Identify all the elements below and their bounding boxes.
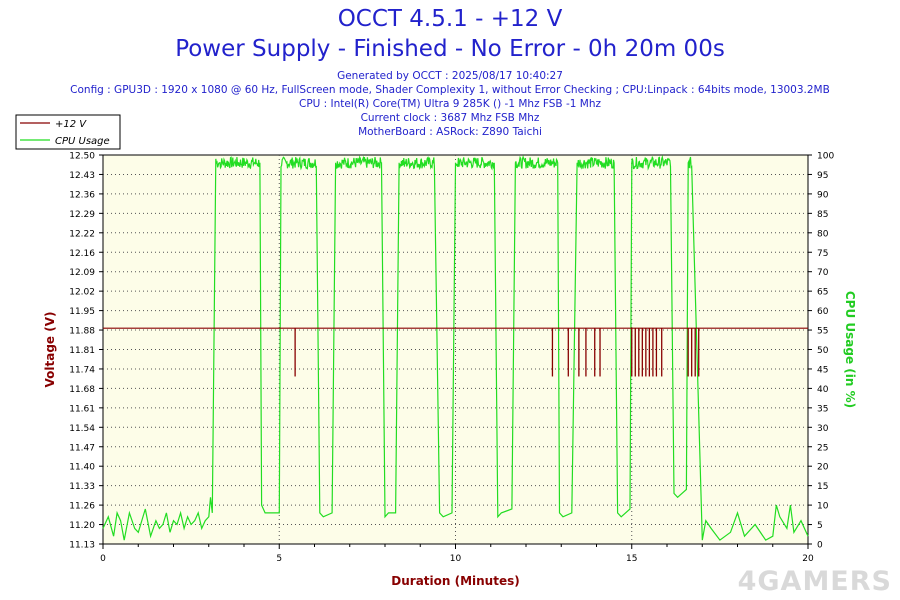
x-axis-label: Duration (Minutes) [391,574,519,588]
y-tick-label-right: 80 [817,229,829,239]
y-tick-label-right: 35 [817,404,828,414]
y-tick-label-right: 15 [817,482,828,492]
chart-title: OCCT 4.5.1 - +12 V [337,6,563,32]
info-config: Config : GPU3D : 1920 x 1080 @ 60 Hz, Fu… [70,84,830,96]
y-tick-label-right: 40 [817,385,829,395]
y-tick-label-left: 11.40 [69,463,95,473]
y-tick-label-right: 50 [817,346,829,356]
chart-subtitle: Power Supply - Finished - No Error - 0h … [175,36,725,62]
legend-box [15,114,121,150]
x-tick-label: 5 [276,554,282,564]
y-tick-label-left: 12.09 [69,268,95,278]
y-tick-label-right: 100 [817,152,834,162]
y-tick-label-left: 11.68 [69,385,95,395]
y-tick-label-left: 12.16 [69,249,95,259]
x-tick-label: 10 [450,554,462,564]
y-tick-label-right: 75 [817,249,828,259]
cpu-usage-line [102,154,809,541]
y-tick-label-left: 12.50 [69,152,95,162]
info-cpu: CPU : Intel(R) Core(TM) Ultra 9 285K () … [298,98,602,110]
legend-label-voltage: +12 V [55,119,87,130]
y-tick-label-right: 60 [817,307,829,317]
y-tick-label-right: 30 [817,424,829,434]
y-tick-label-left: 11.47 [69,443,95,453]
info-generated: Generated by OCCT : 2025/08/17 10:40:27 [337,70,563,82]
y-tick-label-right: 10 [817,502,829,512]
y-tick-label-right: 90 [817,190,829,200]
y-tick-label-left: 11.54 [69,424,95,434]
y-tick-label-right: 70 [817,268,829,278]
info-clock: Current clock : 3687 Mhz FSB Mhz [360,112,540,124]
watermark-logo: 4GAMERS [737,566,892,597]
y-tick-label-right: 5 [817,521,823,531]
y-tick-label-left: 12.43 [69,171,95,181]
y-tick-label-right: 95 [817,171,828,181]
y-tick-label-right: 25 [817,443,828,453]
legend-label-cpu: CPU Usage [55,136,110,147]
y-tick-label-left: 11.20 [69,521,95,531]
y-tick-label-left: 11.33 [69,482,95,492]
y-tick-label-right: 65 [817,288,828,298]
y-tick-label-right: 55 [817,327,828,337]
y-tick-label-left: 12.02 [69,288,95,298]
y-tick-label-left: 11.88 [69,327,95,337]
y-axis-label-left: Voltage (V) [43,312,57,388]
x-tick-label: 15 [626,554,637,564]
y-tick-label-left: 11.13 [69,541,95,551]
y-tick-label-left: 11.81 [69,346,95,356]
y-tick-label-left: 12.29 [69,210,95,220]
x-tick-label: 0 [100,554,106,564]
y-tick-label-right: 85 [817,210,828,220]
x-tick-label: 20 [802,554,814,564]
y-tick-label-right: 20 [817,463,829,473]
y-axis-label-right: CPU Usage (in %) [843,291,857,408]
y-tick-label-left: 12.22 [69,229,95,239]
y-tick-label-right: 45 [817,365,828,375]
y-tick-label-left: 11.26 [69,502,95,512]
y-tick-label-right: 0 [817,541,823,551]
y-tick-label-left: 11.74 [69,365,95,375]
y-tick-label-left: 11.61 [69,404,95,414]
y-tick-label-left: 12.36 [69,190,95,200]
y-tick-label-left: 11.95 [69,307,95,317]
info-motherboard: MotherBoard : ASRock: Z890 Taichi [358,126,542,138]
